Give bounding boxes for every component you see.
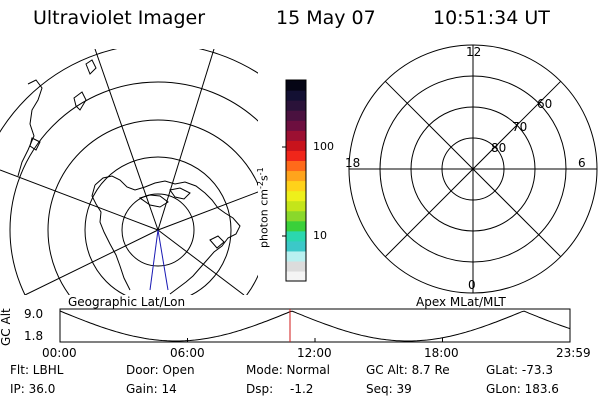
ip-status: IP: 36.0 <box>10 382 56 396</box>
lat-label-60: 60 <box>537 97 553 111</box>
altitude-tick-max: 9.0 <box>24 307 44 321</box>
colorbar-swatch <box>286 240 306 252</box>
mlt-label-12: 12 <box>466 45 482 59</box>
colorbar-swatch <box>286 250 306 262</box>
altitude-curve <box>59 310 571 342</box>
seq-status: Seq: 39 <box>366 382 412 396</box>
door-status: Door: Open <box>126 363 195 377</box>
colorbar-unit: photon cm-2s-1 <box>256 167 271 248</box>
colorbar-swatch <box>286 260 306 272</box>
x-tick-label: 12:00 <box>297 346 332 360</box>
dsp-value: -1.2 <box>290 382 314 396</box>
colorbar-swatch <box>286 150 306 161</box>
dsp-status: Dsp: <box>246 382 274 396</box>
apex-panel-label: Apex MLat/MLT <box>416 295 506 309</box>
observation-date: 15 May 07 <box>276 7 376 29</box>
x-tick-label: 00:00 <box>42 346 77 360</box>
colorbar-swatch <box>286 190 306 202</box>
mlt-label-6: 6 <box>578 156 586 170</box>
gain-status: Gain: 14 <box>126 382 177 396</box>
colorbar-swatch <box>286 230 306 242</box>
geographic-panel-label: Geographic Lat/Lon <box>68 295 186 309</box>
colorbar-swatch <box>286 100 306 111</box>
colorbar-swatch <box>286 110 306 121</box>
colorbar-swatch <box>286 220 306 232</box>
colorbar-swatch <box>286 130 306 141</box>
colorbar-swatch <box>286 160 306 172</box>
x-axis-ticks <box>59 338 571 342</box>
glat-status: GLat: -73.3 <box>486 363 553 377</box>
lat-label-80: 80 <box>491 141 507 155</box>
glon-status: GLon: 183.6 <box>486 382 559 396</box>
colorbar-swatch <box>286 120 306 131</box>
x-tick-label: 23:59 <box>556 346 591 360</box>
colorbar-swatch <box>286 170 306 182</box>
colorbar <box>286 80 306 282</box>
colorbar-tick-label: 10 <box>313 229 327 242</box>
mode-status: Mode: Normal <box>246 363 330 377</box>
colorbar-swatch <box>286 200 306 212</box>
colorbar-swatch <box>286 90 306 101</box>
x-tick-label: 06:00 <box>170 346 205 360</box>
geographic-grid <box>0 49 258 295</box>
colorbar-swatch <box>286 80 306 91</box>
colorbar-tick-label: 100 <box>313 140 334 153</box>
colorbar-swatch <box>286 180 306 192</box>
colorbar-swatch <box>286 210 306 222</box>
x-tick-label: 18:00 <box>424 346 459 360</box>
colorbar-frame <box>285 79 307 282</box>
filter-status: Flt: LBHL <box>10 363 64 377</box>
altitude-axis-label: GC Alt <box>0 308 13 346</box>
apex-polar-grid <box>348 44 598 294</box>
observation-time: 10:51:34 UT <box>433 7 550 29</box>
satellite-track-line <box>157 229 169 291</box>
satellite-track-line <box>149 229 159 291</box>
altitude-tick-min: 1.8 <box>24 329 44 343</box>
colorbar-swatch <box>286 270 306 282</box>
instrument-title: Ultraviolet Imager <box>33 7 206 29</box>
gc-alt-status: GC Alt: 8.7 Re <box>366 363 450 377</box>
mlt-label-0: 0 <box>468 278 476 292</box>
lat-label-70: 70 <box>512 120 528 134</box>
coastlines <box>17 59 241 295</box>
mlt-label-18: 18 <box>345 156 361 170</box>
colorbar-swatch <box>286 140 306 151</box>
